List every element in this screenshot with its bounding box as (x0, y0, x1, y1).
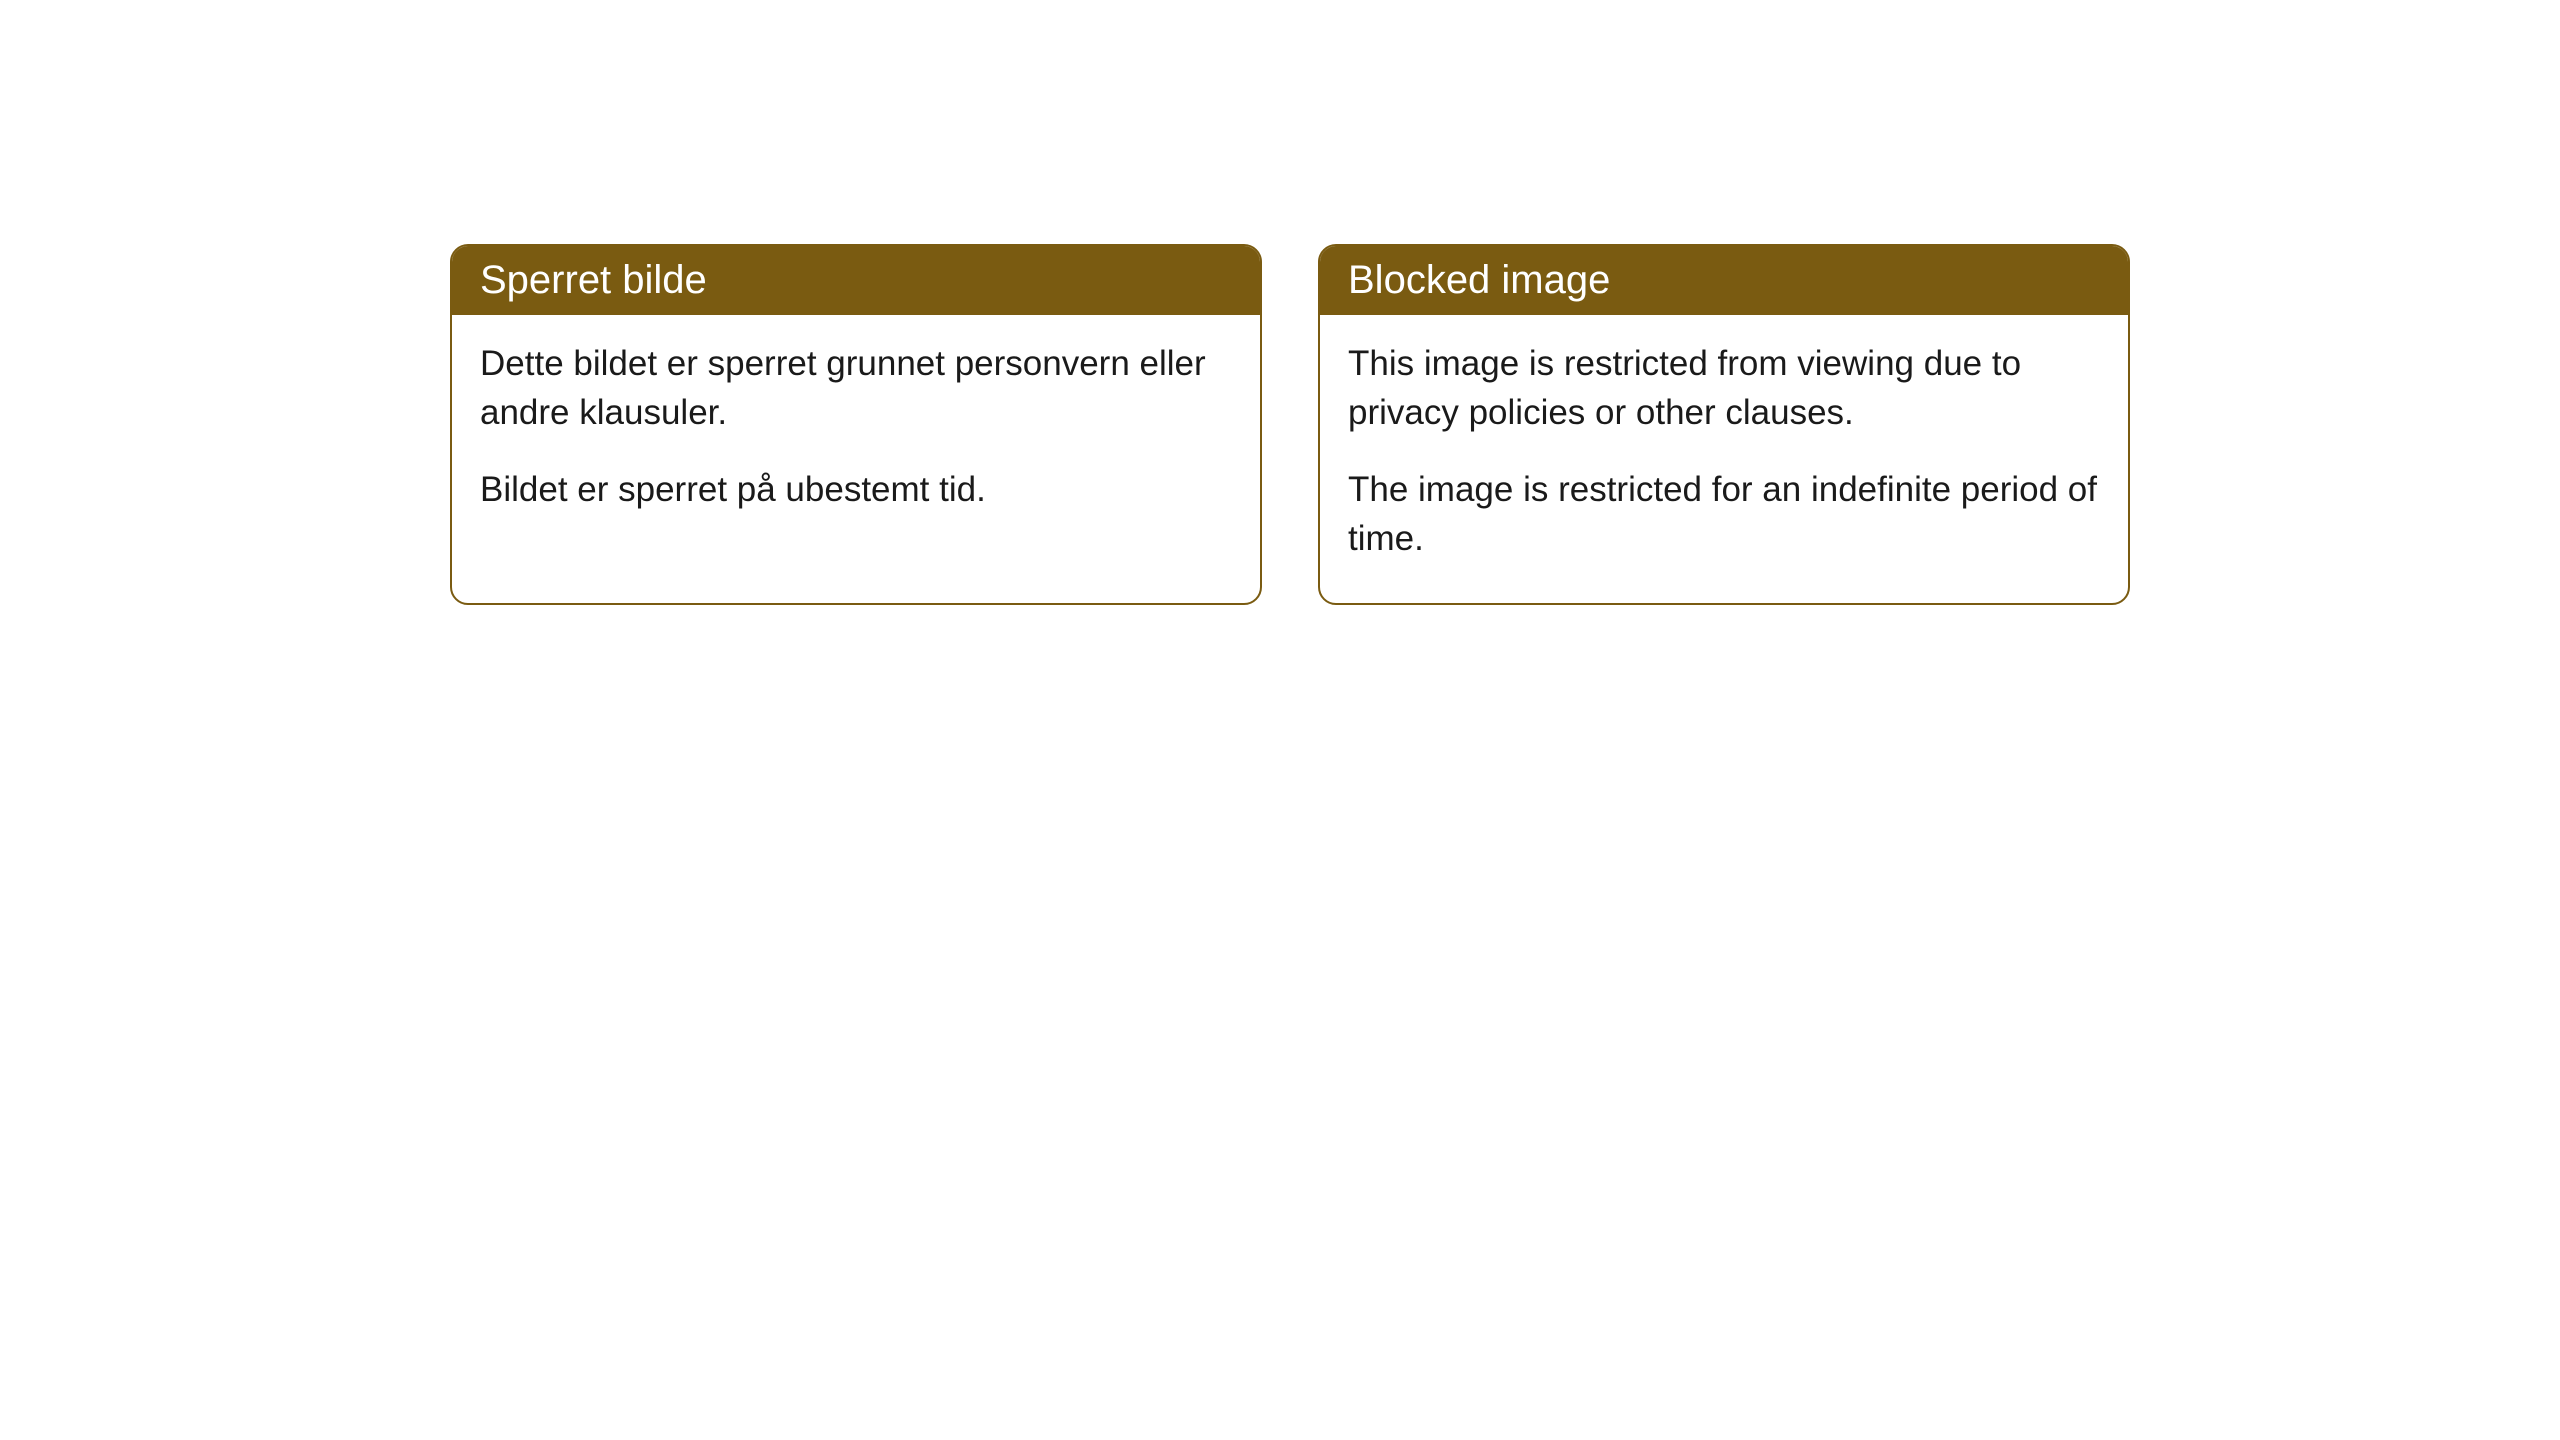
card-header-en: Blocked image (1320, 246, 2128, 315)
card-para1-no: Dette bildet er sperret grunnet personve… (480, 339, 1232, 437)
card-para2-no: Bildet er sperret på ubestemt tid. (480, 465, 1232, 514)
card-para2-en: The image is restricted for an indefinit… (1348, 465, 2100, 563)
card-body-en: This image is restricted from viewing du… (1320, 315, 2128, 603)
blocked-image-card-no: Sperret bilde Dette bildet er sperret gr… (450, 244, 1262, 605)
card-body-no: Dette bildet er sperret grunnet personve… (452, 315, 1260, 554)
card-para1-en: This image is restricted from viewing du… (1348, 339, 2100, 437)
card-title-en: Blocked image (1348, 258, 1610, 302)
card-header-no: Sperret bilde (452, 246, 1260, 315)
card-title-no: Sperret bilde (480, 258, 707, 302)
blocked-image-card-en: Blocked image This image is restricted f… (1318, 244, 2130, 605)
notice-cards-container: Sperret bilde Dette bildet er sperret gr… (450, 244, 2130, 605)
